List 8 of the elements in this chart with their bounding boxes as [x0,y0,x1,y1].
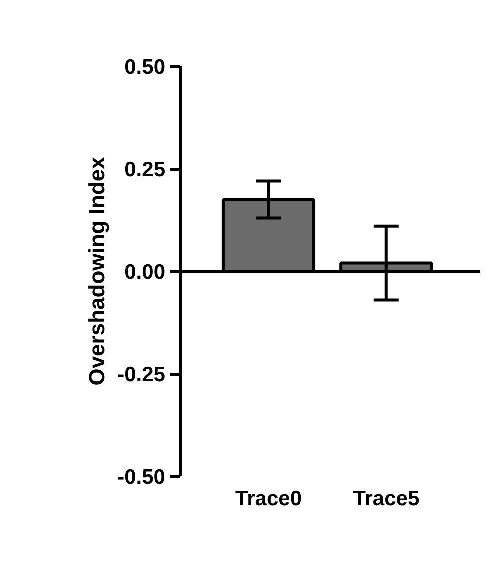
y-tick-label: 0.50 [124,56,166,79]
y-tick-label: 0.25 [124,158,166,182]
y-tick-label: -0.50 [118,466,166,489]
x-tick-label: Trace5 [353,488,420,510]
y-tick-label: 0.00 [124,261,166,284]
y-tick-label: -0.25 [118,364,166,386]
y-axis-title: Overshadowing Index [84,156,110,386]
x-tick-label: Trace0 [235,488,302,510]
